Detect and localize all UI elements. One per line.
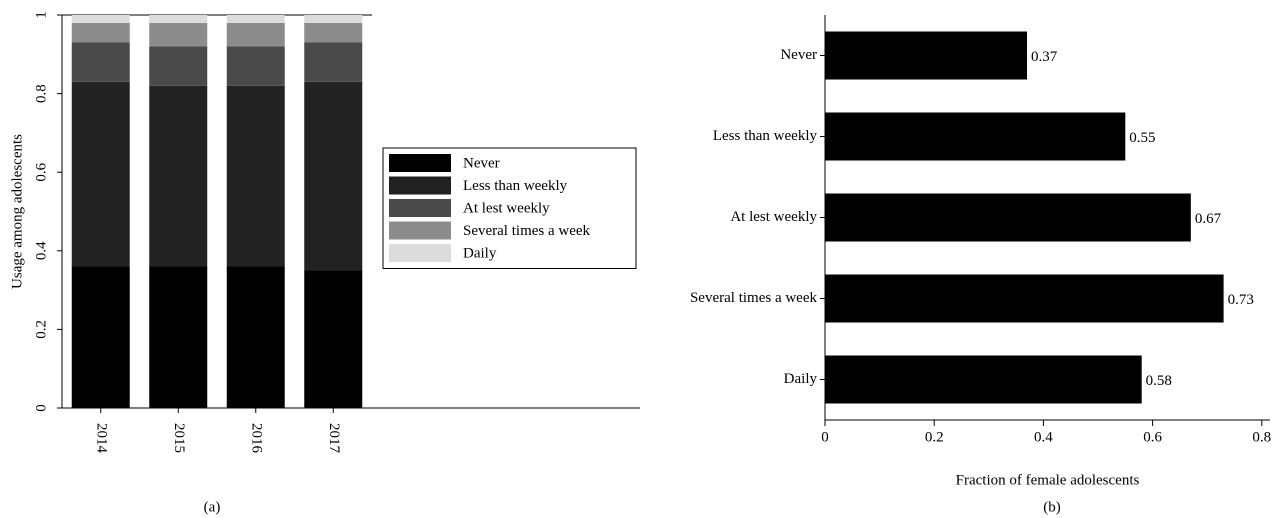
- x-tick-label: 2015: [171, 423, 187, 453]
- bar-segment: [304, 42, 363, 82]
- value-label: 0.67: [1195, 211, 1222, 227]
- bar-segment: [149, 266, 208, 408]
- bar-segment: [226, 46, 285, 86]
- bar-segment: [304, 270, 363, 408]
- bar-segment: [304, 22, 363, 43]
- legend-swatch: [389, 244, 451, 262]
- bar-segment: [71, 22, 130, 43]
- x-tick-label: 2016: [248, 423, 264, 454]
- legend-label: At lest weekly: [463, 200, 550, 216]
- legend-label: Less than weekly: [463, 178, 568, 194]
- bar-segment: [71, 266, 130, 408]
- bar: [825, 274, 1224, 323]
- bar: [825, 193, 1191, 242]
- bar-segment: [226, 85, 285, 267]
- x-axis-label: Fraction of female adolescents: [956, 472, 1140, 488]
- legend-label: Never: [463, 155, 500, 171]
- y-tick-label: Never: [780, 47, 817, 63]
- bar-segment: [71, 42, 130, 82]
- bar: [825, 31, 1028, 80]
- y-tick-label: Several times a week: [690, 290, 818, 306]
- x-tick-label: 0.6: [1143, 429, 1162, 445]
- legend-swatch: [389, 154, 451, 172]
- value-label: 0.37: [1031, 49, 1058, 65]
- caption: (a): [204, 499, 221, 515]
- y-tick-label: 1: [33, 11, 49, 19]
- y-tick-label: 0.2: [33, 320, 49, 339]
- x-tick-label: 0.8: [1252, 429, 1271, 445]
- bar: [825, 112, 1126, 161]
- legend-swatch: [389, 199, 451, 217]
- y-tick-label: Daily: [784, 371, 818, 387]
- bar-segment: [71, 15, 130, 23]
- bar-segment: [226, 15, 285, 23]
- legend-label: Several times a week: [463, 223, 591, 239]
- x-tick-label: 2017: [326, 423, 342, 454]
- y-tick-label: 0.6: [33, 162, 49, 181]
- bar-segment: [149, 46, 208, 86]
- bar-segment: [226, 266, 285, 408]
- x-tick-label: 0.4: [1034, 429, 1053, 445]
- bar-segment: [149, 15, 208, 23]
- bar-segment: [149, 22, 208, 47]
- y-tick-label: 0.4: [33, 241, 49, 260]
- y-tick-label: Less than weekly: [713, 128, 818, 144]
- x-tick-label: 0.2: [925, 429, 944, 445]
- x-tick-label: 0: [821, 429, 829, 445]
- x-tick-label: 2014: [93, 423, 109, 454]
- bar-segment: [71, 81, 130, 267]
- value-label: 0.73: [1228, 292, 1254, 308]
- y-tick-label: At lest weekly: [730, 209, 817, 225]
- legend-label: Daily: [463, 245, 497, 261]
- value-label: 0.58: [1146, 373, 1172, 389]
- y-tick-label: 0.8: [33, 84, 49, 103]
- legend-swatch: [389, 221, 451, 240]
- bar-segment: [304, 81, 363, 271]
- y-tick-label: 0: [33, 404, 49, 412]
- caption: (b): [1043, 499, 1061, 515]
- y-axis-label: Usage among adolescents: [9, 134, 25, 289]
- bar-segment: [226, 22, 285, 47]
- value-label: 0.55: [1129, 130, 1155, 146]
- legend-swatch: [389, 176, 451, 195]
- bar-segment: [149, 85, 208, 267]
- bar-segment: [304, 15, 363, 23]
- bar: [825, 355, 1142, 404]
